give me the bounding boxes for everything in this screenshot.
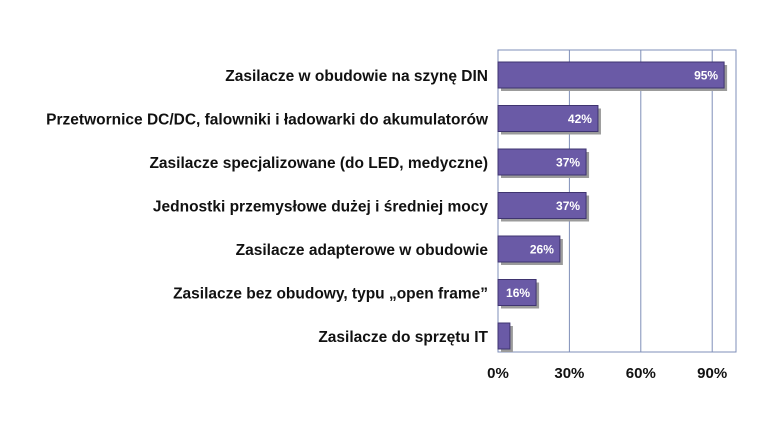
category-label: Zasilacze specjalizowane (do LED, medycz… bbox=[149, 155, 488, 172]
bar bbox=[497, 148, 587, 176]
bar bbox=[497, 105, 599, 132]
category-label: Jednostki przemysłowe dużej i średniej m… bbox=[153, 199, 488, 216]
x-tick-label: 90% bbox=[697, 365, 727, 382]
category-label: Zasilacze bez obudowy, typu „open frame” bbox=[173, 286, 488, 303]
category-label: Przetwornice DC/DC, falowniki i ładowark… bbox=[46, 112, 489, 129]
data-label: 95% bbox=[694, 69, 718, 83]
x-tick-label: 60% bbox=[626, 365, 656, 382]
x-tick-label: 0% bbox=[487, 365, 509, 382]
data-label: 42% bbox=[568, 112, 592, 126]
x-axis-ticks: 0% 30% 60% 90% bbox=[487, 365, 727, 382]
data-label: 16% bbox=[506, 286, 530, 300]
data-label: 37% bbox=[556, 156, 580, 170]
bar bbox=[497, 279, 537, 306]
data-label: 26% bbox=[530, 243, 554, 257]
category-labels: Zasilacze w obudowie na szynę DIN Przetwo… bbox=[46, 68, 489, 346]
bars bbox=[497, 61, 728, 352]
bar bbox=[497, 192, 587, 219]
bar bbox=[497, 322, 511, 350]
bar bbox=[497, 61, 725, 89]
category-label: Zasilacze do sprzętu IT bbox=[318, 329, 488, 346]
category-label: Zasilacze adapterowe w obudowie bbox=[236, 242, 489, 259]
bar bbox=[497, 235, 561, 263]
value-labels: 95% 42% 37% 37% 26% 16% bbox=[506, 69, 718, 301]
category-label: Zasilacze w obudowie na szynę DIN bbox=[225, 68, 488, 85]
x-tick-label: 30% bbox=[554, 365, 584, 382]
data-label: 37% bbox=[556, 199, 580, 213]
